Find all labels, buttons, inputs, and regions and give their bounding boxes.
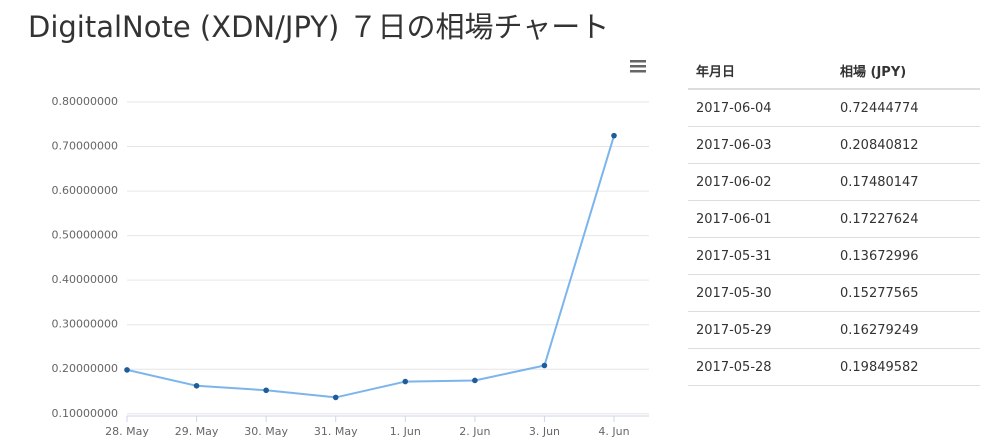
data-point [611, 132, 617, 139]
table-row: 2017-06-03 0.20840812 [688, 126, 980, 164]
table-row: 2017-06-04 0.72444774 [688, 89, 980, 127]
date-cell: 2017-06-01 [688, 200, 832, 238]
date-cell: 2017-05-28 [688, 348, 832, 386]
price-cell: 0.15277565 [832, 274, 980, 312]
data-point [472, 377, 478, 384]
chart: 0.10000000 0.20000000 0.30000000 0.40000000… [52, 58, 649, 438]
y-tick-label: 0.10000000 [52, 407, 118, 420]
price-cell: 0.20840812 [832, 126, 980, 164]
table-row: 2017-05-29 0.16279249 [688, 311, 980, 349]
header-cell: 相場 (JPY) [832, 52, 980, 90]
y-tick-label: 0.80000000 [52, 95, 118, 108]
y-tick-label: 0.60000000 [52, 184, 118, 197]
x-tick-label: 30. May [244, 425, 288, 438]
price-cell: 0.16279249 [832, 311, 980, 349]
data-point [193, 383, 200, 389]
data-point [541, 362, 548, 369]
table-row: 2017-06-01 0.17227624 [688, 200, 980, 238]
x-tick-label: 2. Jun [459, 425, 490, 438]
y-tick-label: 0.70000000 [52, 140, 118, 153]
date-cell: 2017-06-02 [688, 163, 832, 201]
date-cell: 2017-06-04 [688, 89, 832, 127]
price-cell: 0.72444774 [832, 89, 980, 127]
table-row: 2017-05-30 0.15277565 [688, 274, 980, 312]
x-tick-label: 29. May [175, 425, 219, 438]
price-cell: 0.17227624 [832, 200, 980, 238]
x-tick-label: 1. Jun [390, 425, 421, 438]
y-tick-label: 0.30000000 [52, 318, 118, 331]
date-cell: 2017-05-31 [688, 237, 832, 275]
table-row: 2017-05-31 0.13672996 [688, 237, 980, 275]
menu-bar [630, 70, 646, 73]
price-cell: 0.17480147 [832, 163, 980, 201]
x-tick-label: 4. Jun [598, 425, 629, 438]
y-tick-label: 0.50000000 [52, 229, 118, 242]
price-cell: 0.13672996 [832, 237, 980, 275]
y-tick-label: 0.20000000 [52, 362, 118, 375]
data-point [332, 394, 339, 401]
table-row: 2017-05-28 0.19849582 [688, 348, 980, 386]
x-tick-label: 3. Jun [529, 425, 560, 438]
data-point [124, 367, 130, 373]
menu-bar [630, 65, 646, 68]
date-cell: 2017-06-03 [688, 126, 832, 164]
table-row: 2017-06-02 0.17480147 [688, 163, 980, 201]
price-line [126, 135, 615, 399]
price-cell: 0.19849582 [832, 348, 980, 386]
menu-bar [630, 60, 646, 63]
date-cell: 2017-05-30 [688, 274, 832, 312]
menu-button[interactable] [628, 58, 648, 74]
data-point [263, 387, 269, 394]
date-cell: 2017-05-29 [688, 311, 832, 349]
x-tick-label: 28. May [105, 425, 149, 438]
data-point [402, 378, 409, 385]
page-title: DigitalNote (XDN/JPY) ７日の相場チャート [28, 10, 610, 44]
y-tick-label: 0.40000000 [52, 273, 118, 286]
header-cell: 年月日 [688, 52, 832, 90]
price-table: 年月日 相場 (JPY) 2017-06-04 0.72444774 2017-06… [688, 52, 980, 386]
header-row: 年月日 相場 (JPY) [688, 52, 980, 90]
x-tick-label: 31. May [314, 425, 358, 438]
